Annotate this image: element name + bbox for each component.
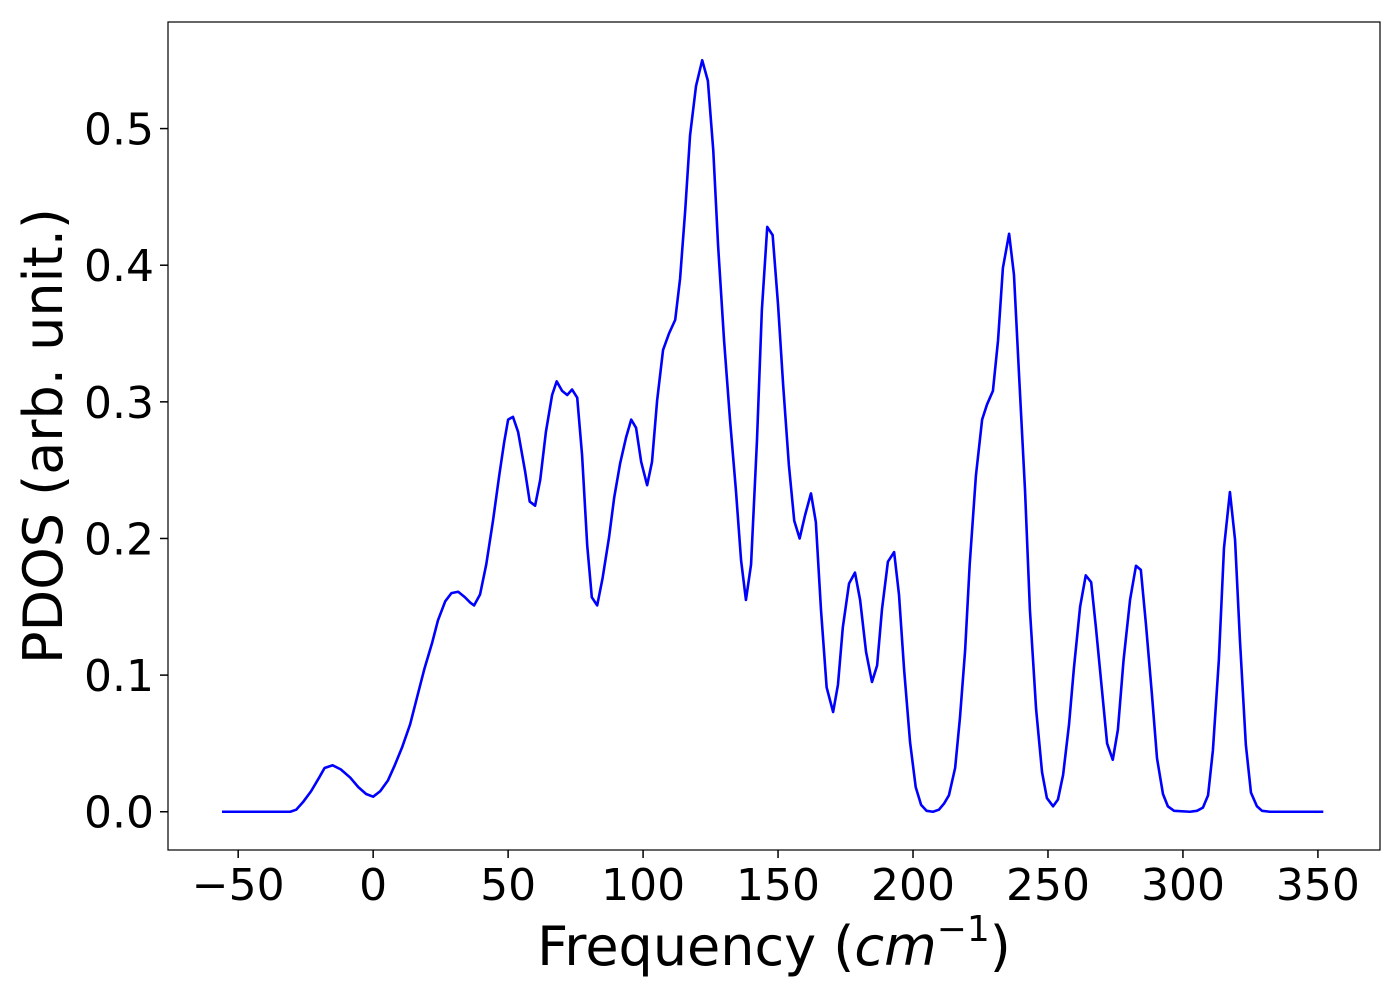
- y-tick-label: 0.0: [84, 788, 154, 839]
- y-tick-label: 0.1: [84, 651, 154, 702]
- data-line: [221, 58, 1324, 814]
- y-axis-label: PDOS (arb. unit.): [12, 208, 75, 664]
- x-tick-label: 50: [480, 860, 536, 911]
- x-axis-label: Frequency (cm−1): [537, 909, 1011, 978]
- y-tick-label: 0.3: [84, 378, 154, 429]
- x-tick-label: 0: [359, 860, 387, 911]
- x-tick-label: 250: [1006, 860, 1090, 911]
- x-label-part: Frequency (: [537, 915, 854, 978]
- x-label-part: −1: [937, 909, 990, 950]
- y-tick-label: 0.4: [84, 241, 154, 292]
- x-label-part: ): [990, 915, 1011, 978]
- y-tick-label: 0.5: [84, 105, 154, 156]
- x-tick-label: 350: [1276, 860, 1360, 911]
- y-tick-label: 0.2: [84, 514, 154, 565]
- x-tick-label: 300: [1141, 860, 1225, 911]
- x-tick-label: 100: [601, 860, 685, 911]
- x-label-part: cm: [854, 915, 936, 978]
- x-tick-label: −50: [192, 860, 285, 911]
- plot-frame: [167, 21, 1381, 851]
- x-tick-label: 150: [736, 860, 820, 911]
- x-tick-label: 200: [871, 860, 955, 911]
